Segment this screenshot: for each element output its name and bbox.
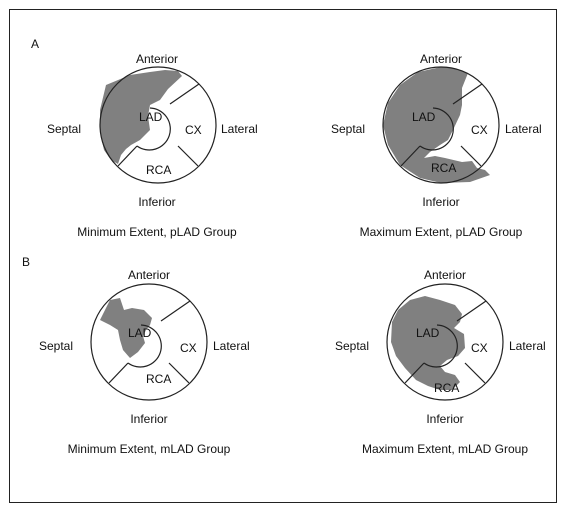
rca-label: RCA	[434, 381, 459, 395]
rca-label: RCA	[146, 163, 171, 177]
lad-label: LAD	[416, 326, 440, 340]
inferior-label: Inferior	[426, 412, 464, 426]
defect-region	[100, 70, 182, 164]
anterior-label: Anterior	[127, 268, 171, 282]
caption: Maximum Extent, pLAD Group	[359, 225, 523, 239]
panel-label-a: A	[31, 37, 40, 51]
septal-label: Septal	[39, 339, 74, 353]
rca-label: RCA	[146, 372, 171, 386]
panel-label-b: B	[22, 255, 31, 269]
septal-label: Septal	[47, 122, 82, 136]
lateral-label: Lateral	[505, 122, 542, 136]
lateral-label: Lateral	[509, 339, 546, 353]
defect-region	[383, 66, 490, 183]
defect-region	[391, 296, 465, 390]
caption: Minimum Extent, mLAD Group	[67, 442, 231, 456]
lateral-label: Lateral	[221, 122, 258, 136]
inferior-label: Inferior	[130, 412, 168, 426]
lateral-label: Lateral	[213, 339, 250, 353]
caption: Minimum Extent, pLAD Group	[77, 225, 237, 239]
lad-label: LAD	[412, 110, 436, 124]
anterior-label: Anterior	[135, 52, 179, 66]
caption: Maximum Extent, mLAD Group	[361, 442, 529, 456]
cx-label: CX	[471, 123, 488, 137]
lad-label: LAD	[128, 326, 152, 340]
cx-label: CX	[185, 123, 202, 137]
defect-region	[100, 298, 152, 358]
rca-label: RCA	[431, 161, 456, 175]
cx-label: CX	[180, 341, 197, 355]
lad-label: LAD	[139, 110, 163, 124]
cx-label: CX	[471, 341, 488, 355]
anterior-label: Anterior	[423, 268, 467, 282]
septal-label: Septal	[335, 339, 370, 353]
anterior-label: Anterior	[419, 52, 463, 66]
septal-label: Septal	[331, 122, 366, 136]
inferior-label: Inferior	[138, 195, 176, 209]
figure-frame	[9, 9, 557, 503]
inferior-label: Inferior	[422, 195, 460, 209]
